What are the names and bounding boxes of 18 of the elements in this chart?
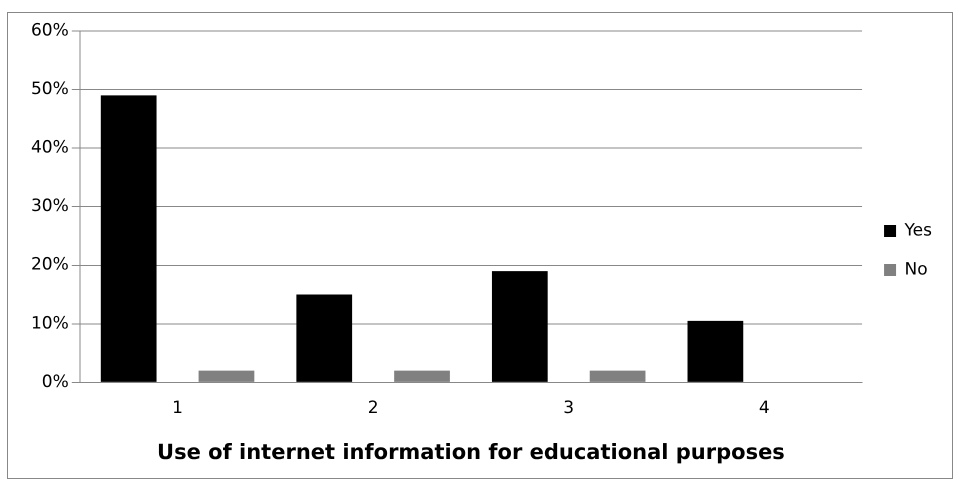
y-tick-label: 10% xyxy=(30,313,69,334)
y-tick-label: 50% xyxy=(30,78,69,99)
x-tick-label: 4 xyxy=(758,398,770,418)
bar xyxy=(492,271,548,382)
y-tick-label: 60% xyxy=(30,20,69,40)
bar xyxy=(100,95,157,382)
x-tick-label: 1 xyxy=(172,398,183,418)
legend-label: Yes xyxy=(904,220,932,240)
y-tick-label: 40% xyxy=(30,138,69,158)
y-tick-label: 20% xyxy=(30,254,69,275)
x-tick-label: 3 xyxy=(563,398,574,418)
legend-label: No xyxy=(904,259,928,280)
x-axis-title: Use of internet information for educational purposes xyxy=(157,440,785,464)
bar xyxy=(688,320,744,382)
y-tick-label: 0% xyxy=(42,372,69,392)
y-tick-label: 30% xyxy=(30,196,69,216)
x-tick-label: 2 xyxy=(368,398,379,418)
bar xyxy=(296,294,352,382)
